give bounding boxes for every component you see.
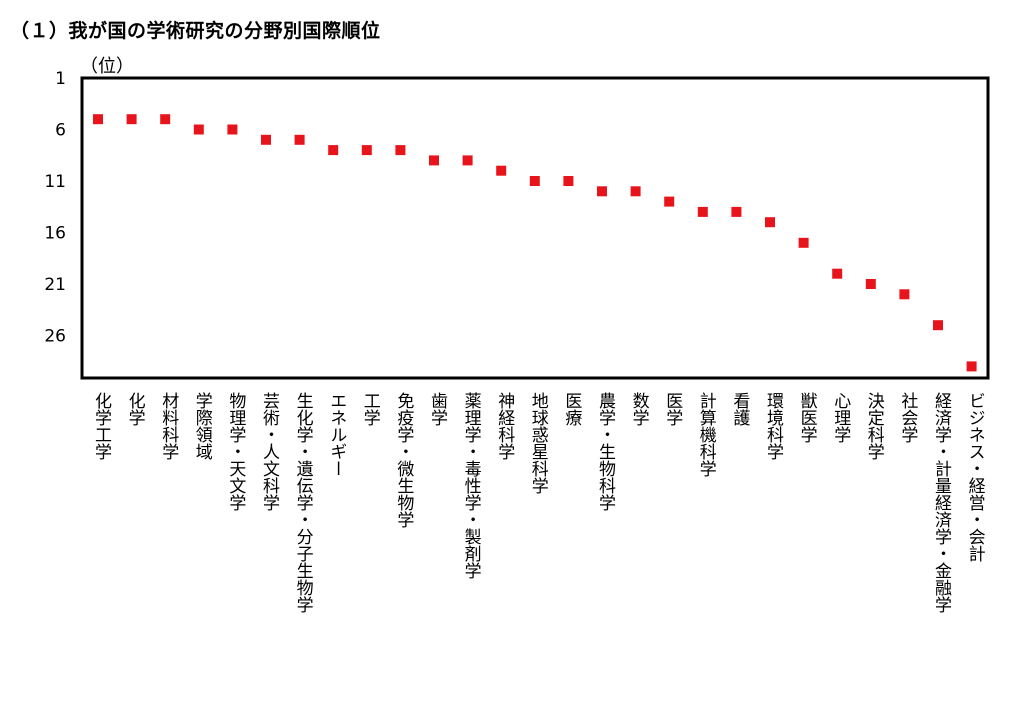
x-category-label: 免疫学・微生物学 bbox=[393, 392, 414, 528]
x-category-label: 物理学・天文学 bbox=[225, 392, 246, 511]
data-point bbox=[664, 196, 675, 207]
data-point bbox=[429, 155, 439, 166]
y-axis-unit-label: （位） bbox=[80, 56, 134, 77]
x-category-label: エネルギー bbox=[326, 392, 347, 477]
data-markers bbox=[93, 114, 977, 372]
x-category-label: 神経科学 bbox=[494, 392, 515, 460]
y-tick-label: 6 bbox=[55, 121, 66, 141]
data-point bbox=[798, 237, 809, 248]
data-point bbox=[597, 186, 607, 197]
data-point bbox=[697, 206, 708, 217]
data-point bbox=[126, 114, 137, 125]
y-tick-label: 16 bbox=[44, 224, 66, 244]
x-category-label: 材料科学 bbox=[158, 392, 179, 460]
data-point bbox=[765, 217, 775, 228]
x-category-label: 芸術・人文科学 bbox=[259, 392, 279, 511]
x-category-label: 学際領域 bbox=[191, 392, 212, 460]
data-point bbox=[496, 165, 507, 176]
x-category-label: 医療 bbox=[561, 392, 582, 426]
x-category-label: 化学 bbox=[124, 392, 145, 426]
x-category-label: 計算機科学 bbox=[695, 392, 716, 477]
data-point bbox=[193, 124, 204, 135]
y-tick-label: 11 bbox=[44, 172, 66, 192]
data-point bbox=[294, 134, 305, 145]
x-category-label: 医学 bbox=[662, 392, 683, 426]
data-point bbox=[899, 289, 910, 300]
x-category-label: 環境科学 bbox=[763, 392, 783, 460]
x-category-label: 経済学・計量経済学・金融学 bbox=[931, 392, 951, 613]
x-category-label: 歯学 bbox=[427, 392, 447, 426]
plot-frame bbox=[80, 76, 990, 380]
x-category-label: 決定科学 bbox=[863, 392, 884, 460]
x-category-label: 農学・生物科学 bbox=[595, 392, 615, 511]
chart-title: （１）我が国の学術研究の分野別国際順位 bbox=[10, 20, 381, 42]
x-category-label: 心理学 bbox=[830, 392, 851, 443]
data-point bbox=[328, 145, 339, 156]
data-point bbox=[865, 279, 876, 289]
data-point bbox=[630, 186, 641, 197]
x-category-label: 地球惑星科学 bbox=[527, 392, 548, 494]
data-point bbox=[227, 124, 238, 135]
y-tick-label: 26 bbox=[44, 327, 66, 347]
data-point bbox=[529, 176, 540, 186]
x-category-label: 数学 bbox=[628, 392, 649, 426]
data-point bbox=[395, 145, 406, 156]
x-category-label: 看護 bbox=[729, 392, 750, 426]
y-tick-label: 21 bbox=[44, 275, 66, 295]
data-point bbox=[832, 268, 843, 279]
data-point bbox=[160, 114, 171, 125]
data-point bbox=[462, 155, 473, 166]
data-point bbox=[261, 134, 271, 145]
x-category-label: ビジネス・経営・会計 bbox=[964, 392, 985, 562]
x-category-label: 獣医学 bbox=[796, 392, 817, 443]
data-point bbox=[93, 114, 103, 125]
x-category-label: 薬理学・毒性学・製剤学 bbox=[460, 392, 481, 579]
data-point bbox=[966, 361, 977, 372]
x-category-label: 社会学 bbox=[897, 392, 918, 443]
data-point bbox=[563, 176, 574, 186]
y-tick-label: 1 bbox=[55, 69, 66, 89]
data-point bbox=[361, 145, 372, 156]
x-category-label: 生化学・遺伝学・分子生物学 bbox=[292, 392, 313, 613]
data-point bbox=[731, 206, 742, 217]
x-category-label: 工学 bbox=[359, 392, 380, 426]
data-point bbox=[933, 320, 943, 331]
x-category-label: 化学工学 bbox=[91, 392, 111, 460]
